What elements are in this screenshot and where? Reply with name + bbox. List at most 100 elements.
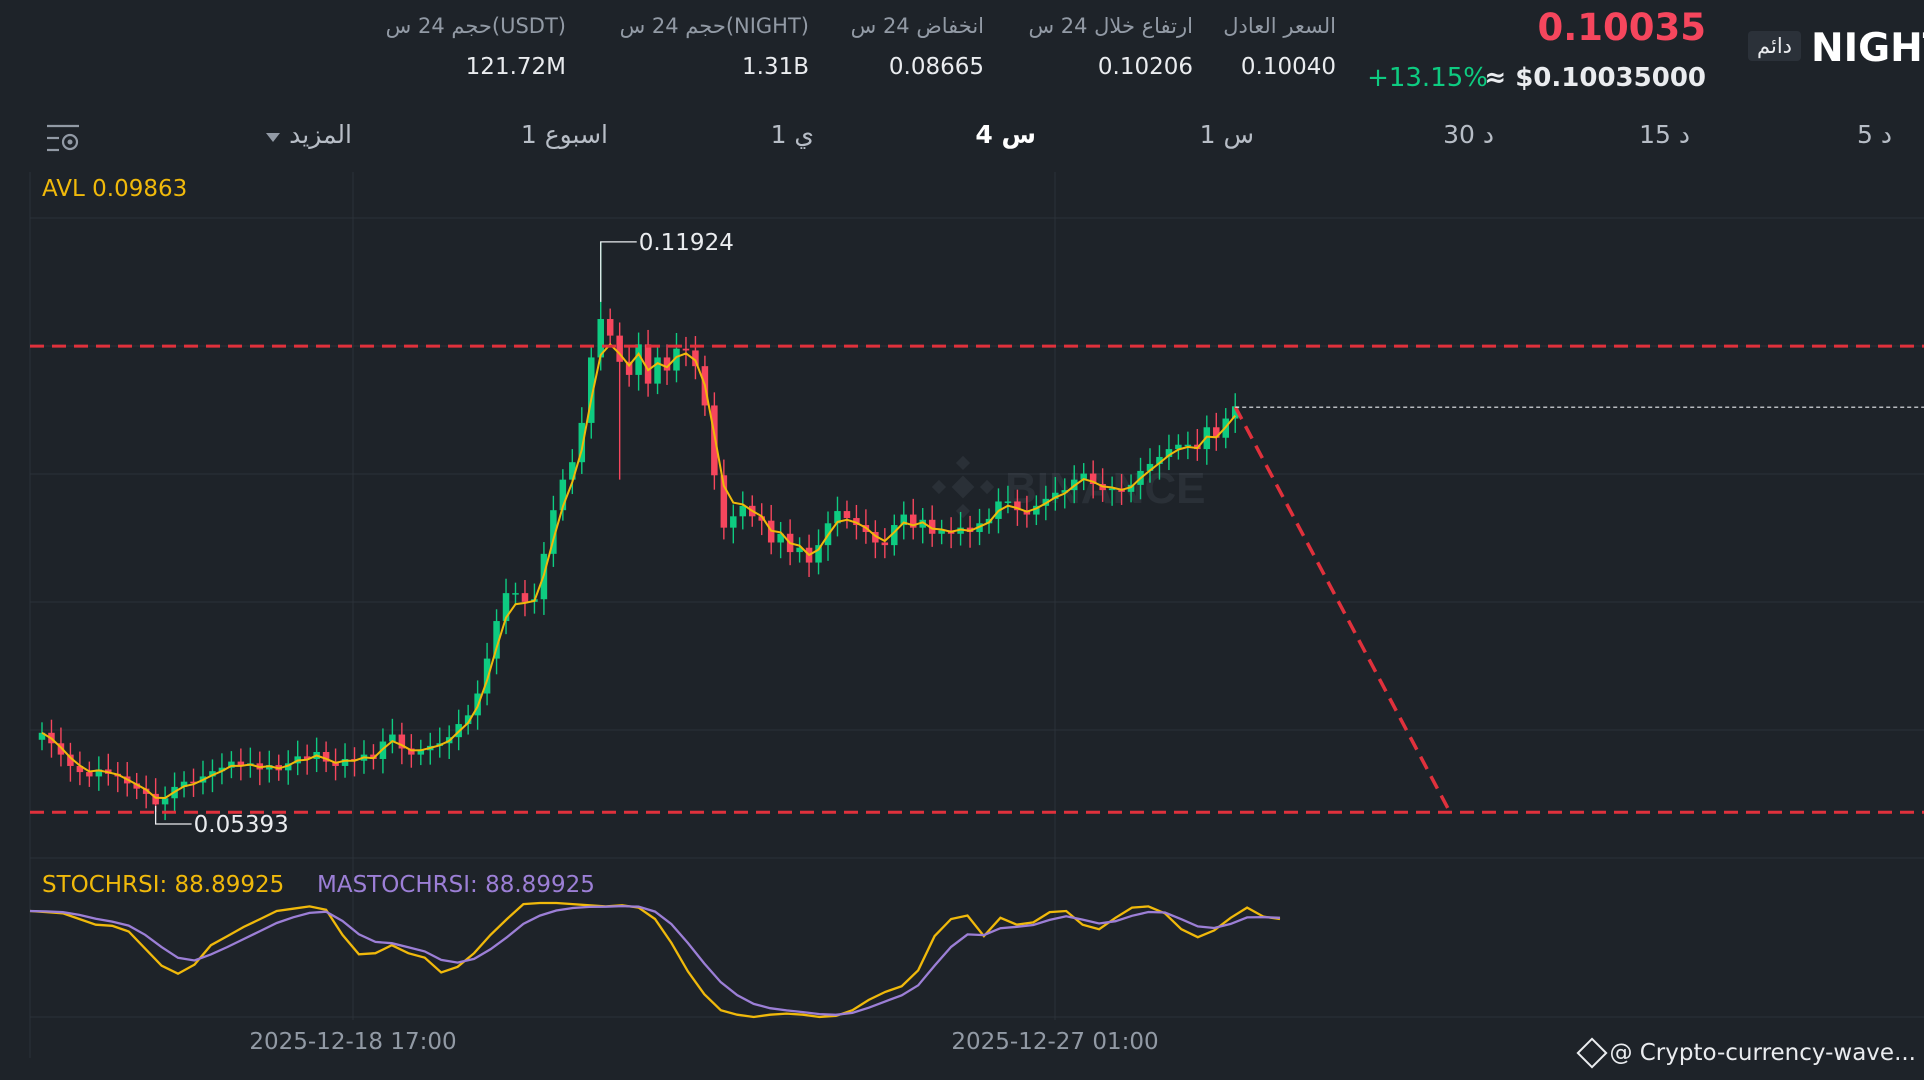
candle-body bbox=[67, 754, 74, 766]
candle-body bbox=[891, 525, 898, 546]
mastochrsi-line bbox=[29, 904, 1281, 1016]
tab-30m[interactable]: 30 د bbox=[1443, 120, 1494, 149]
low-marker: 0.05393 bbox=[154, 805, 289, 838]
candlesticks bbox=[38, 241, 1239, 821]
candle-body bbox=[872, 532, 879, 543]
stochrsi-legend: STOCHRSI: 88.89925 bbox=[42, 872, 285, 898]
candle-body bbox=[881, 542, 889, 546]
candle-body bbox=[1203, 427, 1211, 450]
tab-5m[interactable]: 5 د bbox=[1857, 120, 1892, 149]
candle-body bbox=[266, 765, 273, 770]
candle-body bbox=[303, 756, 311, 759]
binance-logo-icon bbox=[1576, 1037, 1608, 1069]
x-tick-label: 2025-12-18 17:00 bbox=[249, 1029, 456, 1055]
candle-body bbox=[1156, 456, 1163, 464]
candle-body bbox=[720, 475, 728, 528]
candle-body bbox=[1061, 490, 1069, 493]
candle-body bbox=[796, 547, 803, 553]
candle-body bbox=[218, 767, 226, 772]
high-label: 0.11924 bbox=[639, 230, 734, 256]
watermark: BINANCE bbox=[931, 455, 1205, 519]
candle-body bbox=[815, 545, 822, 563]
footer-text: @ Crypto-currency-wave... bbox=[1609, 1040, 1916, 1066]
candle-body bbox=[284, 763, 292, 771]
candle-body bbox=[398, 734, 406, 749]
vol-base-value: 1.31B bbox=[742, 54, 809, 80]
candle-body bbox=[635, 344, 642, 375]
candle-body bbox=[190, 781, 197, 784]
tab-1w[interactable]: 1 اسبوع bbox=[520, 120, 608, 149]
candle-body bbox=[900, 514, 908, 526]
candle-body bbox=[1089, 473, 1097, 485]
low-label: 0.05393 bbox=[194, 812, 289, 838]
candle-body bbox=[95, 769, 103, 777]
chevron-down-icon[interactable] bbox=[266, 133, 280, 142]
low-24h-label: انخفاض 24 س bbox=[850, 14, 984, 38]
candle-body bbox=[616, 335, 623, 362]
candle-body bbox=[38, 732, 46, 740]
candle-body bbox=[625, 361, 633, 375]
candle-body bbox=[1127, 484, 1135, 492]
vol-quote-label: حجم 24 س(USDT) bbox=[385, 14, 566, 38]
stochrsi-line bbox=[29, 901, 1281, 1019]
candle-body bbox=[152, 793, 159, 805]
candle-body bbox=[692, 350, 699, 367]
fair-price-value: 0.10040 bbox=[1240, 54, 1336, 80]
candle-body bbox=[133, 783, 140, 789]
candle-body bbox=[758, 516, 765, 521]
high-marker: 0.11924 bbox=[600, 230, 734, 302]
candle-body bbox=[1033, 505, 1040, 515]
candle-body bbox=[730, 516, 737, 528]
mastochrsi-legend: MASTOCHRSI: 88.89925 bbox=[317, 872, 595, 898]
tab-1h[interactable]: 1 س bbox=[1199, 120, 1254, 149]
vol-base-label: حجم 24 س(NIGHT) bbox=[619, 14, 809, 38]
candle-body bbox=[654, 357, 661, 384]
perpetual-badge: دائم bbox=[1748, 31, 1802, 61]
vol-quote-value: 121.72M bbox=[465, 54, 566, 80]
candle-body bbox=[1004, 501, 1012, 503]
chart-settings-icon[interactable] bbox=[45, 122, 81, 154]
candle-body bbox=[909, 514, 917, 528]
candle-body bbox=[142, 788, 150, 794]
candle-body bbox=[569, 462, 576, 480]
high-24h-value: 0.10206 bbox=[1097, 54, 1193, 80]
tab-4h[interactable]: 4 س bbox=[975, 120, 1036, 149]
candle-body bbox=[1080, 473, 1087, 480]
candle-body bbox=[578, 422, 586, 463]
candle-body bbox=[370, 754, 377, 759]
candle-body bbox=[559, 479, 567, 511]
candle-body bbox=[1184, 444, 1192, 447]
candle-body bbox=[739, 505, 747, 517]
candle-body bbox=[1014, 501, 1021, 511]
tab-1d[interactable]: 1 ي bbox=[770, 120, 814, 149]
tab-15m[interactable]: 15 د bbox=[1639, 120, 1690, 149]
candle-body bbox=[161, 798, 169, 805]
grid bbox=[29, 172, 1924, 1058]
candle-body bbox=[341, 758, 349, 766]
candle-body bbox=[843, 511, 851, 519]
candle-body bbox=[483, 658, 491, 694]
candle-body bbox=[1108, 488, 1116, 491]
candle-body bbox=[644, 344, 652, 384]
candle-body bbox=[853, 518, 860, 526]
candle-body bbox=[228, 761, 235, 768]
candle-body bbox=[1052, 492, 1059, 499]
candle-body bbox=[493, 621, 500, 659]
last-price: 0.10035 bbox=[1537, 6, 1706, 49]
candle-body bbox=[606, 319, 614, 336]
tab-more[interactable]: المزيد bbox=[289, 120, 352, 149]
candle-body bbox=[550, 510, 557, 554]
candle-body bbox=[502, 593, 510, 622]
price-change: +13.15% bbox=[1367, 63, 1488, 93]
low-24h-value: 0.08665 bbox=[888, 54, 984, 80]
x-axis: 2025-12-18 17:00 2025-12-27 01:00 bbox=[249, 1029, 1158, 1055]
symbol-title[interactable]: NIGHT bbox=[1811, 26, 1924, 71]
candle-body bbox=[322, 751, 330, 762]
candle-body bbox=[1231, 406, 1239, 419]
candle-body bbox=[1175, 444, 1182, 450]
candle-body bbox=[209, 771, 216, 777]
avl-legend: AVL 0.09863 bbox=[42, 176, 188, 202]
candle-body bbox=[521, 593, 529, 602]
candle-body bbox=[1213, 427, 1220, 438]
